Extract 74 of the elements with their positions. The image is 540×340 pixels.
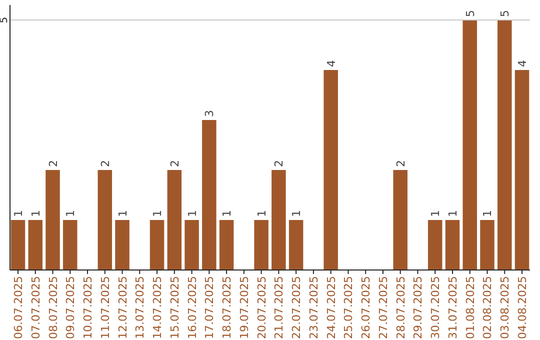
x-tick-label: 18.07.2025 xyxy=(220,276,234,339)
bar xyxy=(288,220,304,270)
bar xyxy=(115,220,130,270)
x-tick-label: 30.07.2025 xyxy=(429,276,442,339)
data-label: 1 xyxy=(446,210,460,217)
bar xyxy=(184,220,199,270)
data-label: 2 xyxy=(394,160,408,167)
bar xyxy=(393,170,408,270)
bar xyxy=(462,20,477,270)
bar xyxy=(150,220,164,270)
x-tick-label: 29.07.2025 xyxy=(412,276,425,339)
data-label: 1 xyxy=(255,210,268,217)
x-tick-label: 03.08.2025 xyxy=(498,276,512,339)
x-tick-label: 26.07.2025 xyxy=(360,276,373,339)
bar xyxy=(254,220,268,270)
data-label: 1 xyxy=(290,210,304,217)
x-tick-label: 13.07.2025 xyxy=(134,276,147,339)
x-tick-label: 10.07.2025 xyxy=(82,276,95,339)
data-label: 5 xyxy=(498,10,512,17)
x-tick-label: 21.07.2025 xyxy=(272,276,286,339)
x-tick-label: 04.08.2025 xyxy=(516,276,530,339)
data-label: 2 xyxy=(272,160,286,167)
data-label: 3 xyxy=(203,110,216,117)
x-tick-label: 07.07.2025 xyxy=(29,276,42,339)
x-tick-label: 22.07.2025 xyxy=(290,276,304,339)
bar xyxy=(46,170,60,270)
x-tick-label: 01.08.2025 xyxy=(464,276,477,339)
x-tick-label: 25.07.2025 xyxy=(342,276,356,339)
bar xyxy=(272,170,286,270)
x-tick-label: 14.07.2025 xyxy=(151,276,164,339)
data-label: 5 xyxy=(464,10,477,17)
x-tick-label: 27.07.2025 xyxy=(376,276,390,339)
bar xyxy=(219,220,234,270)
bar xyxy=(514,70,530,270)
x-tick-label: 24.07.2025 xyxy=(324,276,338,339)
x-tick-label: 15.07.2025 xyxy=(168,276,182,339)
bar xyxy=(445,220,460,270)
x-tick-label: 19.07.2025 xyxy=(238,276,251,339)
data-label: 2 xyxy=(168,160,182,167)
data-label: 1 xyxy=(220,210,234,217)
x-tick-label: 12.07.2025 xyxy=(116,276,130,339)
x-tick-label: 09.07.2025 xyxy=(64,276,78,339)
data-label: 1 xyxy=(186,210,199,217)
data-label: 1 xyxy=(116,210,130,217)
x-tick-label: 31.07.2025 xyxy=(446,276,460,339)
x-tick-label: 20.07.2025 xyxy=(255,276,268,339)
x-tick-label: 17.07.2025 xyxy=(203,276,216,339)
data-label: 2 xyxy=(46,160,60,167)
data-label: 4 xyxy=(516,60,530,67)
bar xyxy=(28,220,42,270)
x-tick-label: 06.07.2025 xyxy=(12,276,25,339)
bar xyxy=(202,120,216,270)
data-label: 1 xyxy=(64,210,78,217)
x-tick-label: 23.07.2025 xyxy=(307,276,320,339)
x-tick-label: 11.07.2025 xyxy=(98,276,112,339)
bar xyxy=(324,70,338,270)
x-tick-label: 02.08.2025 xyxy=(481,276,494,339)
bar xyxy=(10,220,26,270)
bar xyxy=(480,220,494,270)
x-tick-label: 16.07.2025 xyxy=(186,276,199,339)
bar xyxy=(167,170,182,270)
data-label: 2 xyxy=(98,160,112,167)
bar xyxy=(63,220,78,270)
data-label: 1 xyxy=(29,210,42,217)
x-tick-label: 28.07.2025 xyxy=(394,276,408,339)
bar xyxy=(428,220,442,270)
data-label: 1 xyxy=(151,210,164,217)
data-label: 1 xyxy=(429,210,442,217)
data-label: 1 xyxy=(12,210,25,217)
data-label: 1 xyxy=(481,210,494,217)
data-label: 4 xyxy=(324,60,338,67)
x-tick-label: 08.07.2025 xyxy=(46,276,60,339)
bar xyxy=(98,170,112,270)
bar xyxy=(498,20,512,270)
